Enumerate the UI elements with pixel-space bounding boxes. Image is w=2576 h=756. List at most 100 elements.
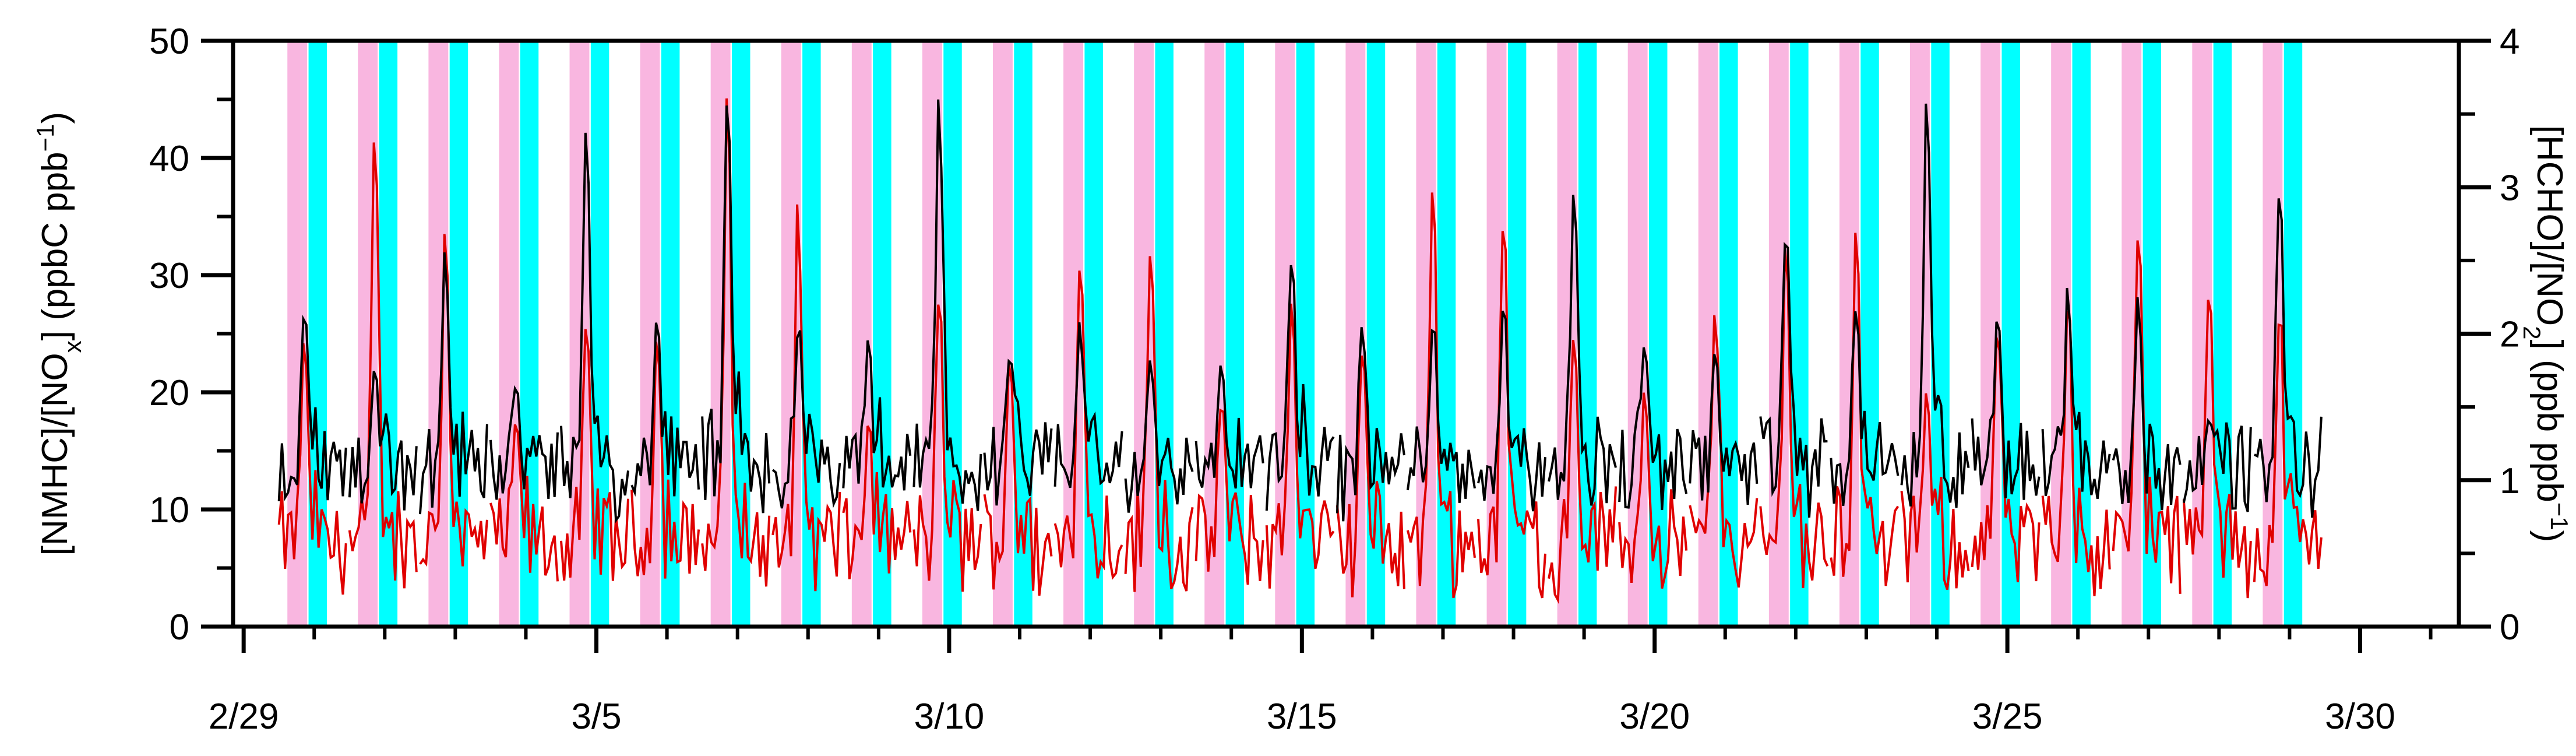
y-left-axis-title: [NMHC]/[NOx] (ppbC ppb−1) — [31, 112, 86, 555]
shade-cyan — [1437, 41, 1456, 627]
series-day-line — [771, 330, 841, 509]
shade-cyan — [1860, 41, 1879, 627]
series-day-line — [2112, 240, 2182, 594]
y-left-tick-label: 50 — [149, 22, 189, 62]
y-left-tick-label: 30 — [149, 256, 189, 296]
series-day-line — [1265, 265, 1335, 511]
x-tick-label: 3/20 — [1619, 697, 1690, 737]
series-day-line — [1406, 328, 1476, 503]
series-day-line — [560, 329, 629, 581]
series-hcho-no2 — [277, 98, 2323, 604]
series-day-line — [983, 358, 1053, 506]
series-day-line — [1477, 310, 1546, 512]
series-day-line — [771, 204, 841, 592]
x-tick-label: 3/15 — [1267, 697, 1337, 737]
shade-pink — [287, 41, 308, 627]
series-day-line — [1689, 354, 1759, 505]
y-left-tick-label: 10 — [149, 490, 189, 530]
x-tick-label: 2/29 — [209, 697, 279, 737]
series-day-line — [277, 314, 347, 502]
shade-cyan — [2213, 41, 2232, 627]
series-day-line — [1194, 408, 1264, 585]
series-day-line — [842, 425, 912, 579]
series-day-line — [1194, 365, 1264, 489]
series-day-line — [701, 105, 771, 514]
shade-cyan — [1507, 41, 1527, 627]
series-day-line — [630, 342, 700, 579]
series-day-line — [2182, 300, 2252, 599]
series-day-line — [983, 363, 1053, 596]
series-day-line — [630, 322, 700, 497]
y-right-tick-label: 0 — [2500, 607, 2519, 648]
series-day-line — [701, 98, 771, 587]
series-nmhc-nox — [277, 99, 2323, 524]
series-day-line — [1053, 322, 1123, 488]
series-day-line — [2041, 287, 2111, 500]
series-day-line — [2112, 297, 2182, 511]
shade-cyan — [379, 41, 398, 627]
series-day-line — [1124, 256, 1194, 592]
x-tick-label: 3/30 — [2325, 697, 2395, 737]
series-day-line — [1759, 249, 1829, 589]
shade-pink — [2051, 41, 2071, 627]
series-day-line — [1900, 103, 1970, 508]
y-right-axis-title: [HCHO]/[NO2] (ppb ppb−1) — [2519, 125, 2574, 543]
series-day-line — [1548, 339, 1618, 604]
shade-pink — [1275, 41, 1295, 627]
shade-pink — [1627, 41, 1648, 627]
shade-cyan — [2001, 41, 2020, 627]
series-day-line — [1406, 192, 1476, 599]
y-right-tick-label: 3 — [2500, 168, 2519, 208]
series-day-line — [277, 343, 347, 595]
y-right-tick-label: 2 — [2500, 315, 2519, 355]
x-tick-label: 3/5 — [571, 697, 621, 737]
series-day-line — [418, 252, 488, 515]
series-day-line — [348, 371, 418, 511]
y-right-tick-label: 4 — [2500, 22, 2519, 62]
series-day-line — [1830, 233, 1900, 586]
series-day-line — [1335, 327, 1405, 522]
series-day-line — [1124, 360, 1194, 513]
series-day-line — [1053, 270, 1123, 580]
series-day-line — [2254, 198, 2323, 518]
shade-pink — [1768, 41, 1789, 627]
series-day-line — [1759, 242, 1828, 518]
series-day-line — [1618, 347, 1688, 511]
series-day-line — [1971, 337, 2041, 583]
series-day-line — [2253, 323, 2323, 586]
y-left-tick-label: 0 — [170, 607, 189, 648]
x-tick-label: 3/10 — [914, 697, 985, 737]
series-day-line — [1900, 393, 1970, 590]
series-day-line — [2182, 417, 2252, 512]
y-right-tick-label: 1 — [2500, 461, 2519, 501]
y-left-tick-label: 20 — [149, 373, 189, 413]
series-day-line — [348, 142, 418, 589]
series-day-line — [1335, 355, 1405, 597]
series-day-line — [1689, 315, 1759, 588]
series-day-line — [912, 304, 982, 592]
series-day-line — [1830, 311, 1900, 507]
series-day-line — [1548, 195, 1618, 506]
shade-pink — [2122, 41, 2142, 627]
series-day-line — [912, 99, 982, 511]
shade-cyan — [1931, 41, 1950, 627]
axes: 2/29 3/5 3/10 3/15 3/20 3/25 3/30 0 10 20 30 40 50 0 1… — [149, 22, 2519, 737]
axis-titles: [NMHC]/[NOx] (ppbC ppb−1) [HCHO]/[NO2] (p… — [31, 112, 2574, 555]
shade-cyan — [943, 41, 962, 627]
series-day-line — [1477, 231, 1546, 599]
series-day-line — [1265, 303, 1335, 589]
shade-pink — [358, 41, 378, 627]
series-day-line — [560, 132, 629, 524]
x-tick-label: 3/25 — [1972, 697, 2043, 737]
series-day-line — [842, 340, 912, 491]
series-day-line — [1971, 321, 2041, 500]
series-day-line — [489, 385, 559, 500]
shade-pink — [2192, 41, 2212, 627]
series-day-line — [489, 424, 559, 582]
series-day-line — [1618, 392, 1688, 589]
shade-cyan — [1296, 41, 1315, 627]
shade-pink — [428, 41, 449, 627]
y-left-tick-label: 40 — [149, 139, 189, 179]
series-day-line — [2041, 311, 2111, 596]
